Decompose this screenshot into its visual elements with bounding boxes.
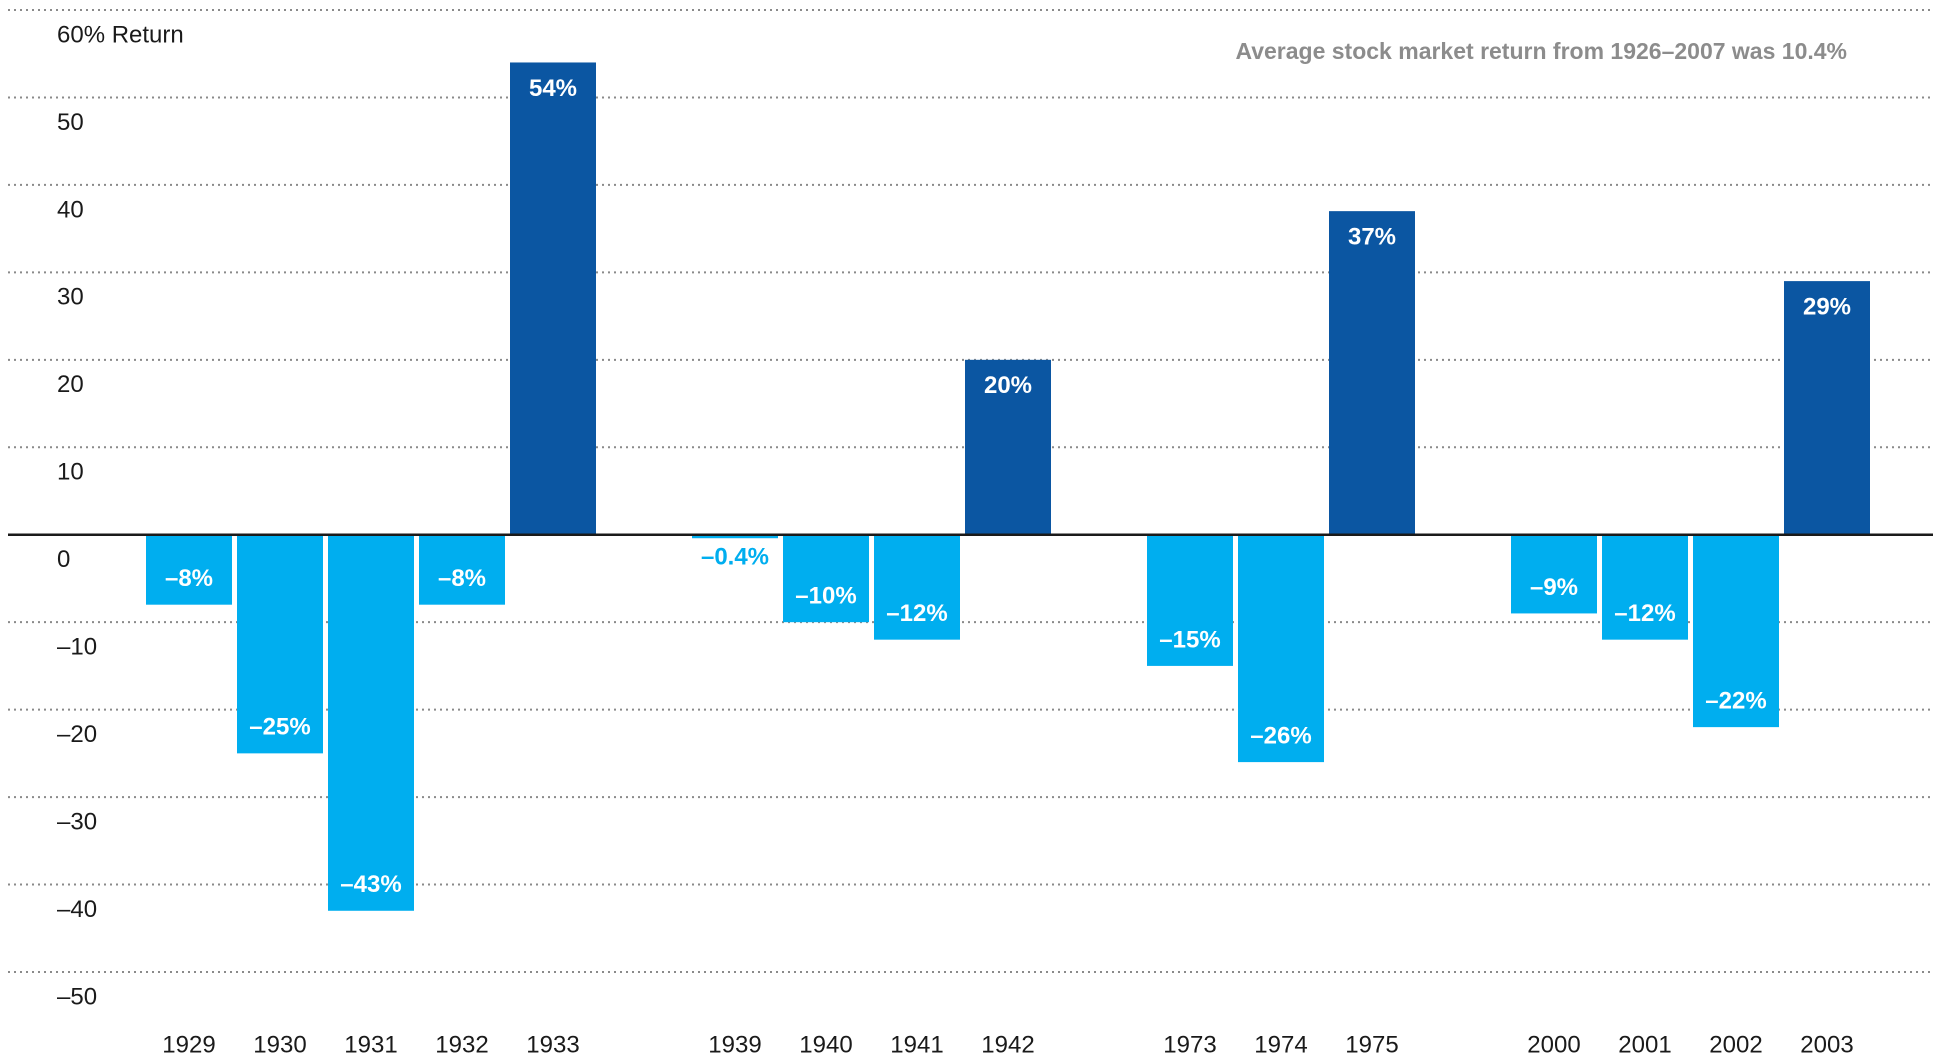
bar: [1147, 534, 1233, 666]
y-tick-label: 50: [57, 109, 84, 136]
x-tick-label: 1942: [981, 1031, 1034, 1058]
x-tick-label: 1940: [799, 1031, 852, 1058]
y-tick-label: –30: [57, 808, 97, 835]
y-tick-label: 60% Return: [57, 21, 184, 48]
value-label: –10%: [795, 583, 856, 610]
y-tick-label: 20: [57, 371, 84, 398]
x-tick-label: 1931: [344, 1031, 397, 1058]
bar: [1511, 534, 1597, 614]
bar: [1602, 534, 1688, 640]
y-tick-label: –50: [57, 983, 97, 1010]
value-label: –8%: [165, 565, 213, 592]
bar: [1238, 534, 1324, 763]
bar: [1693, 534, 1779, 728]
x-tick-label: 1932: [435, 1031, 488, 1058]
y-tick-label: 10: [57, 459, 84, 486]
x-tick-label: 1973: [1163, 1031, 1216, 1058]
x-tick-label: 1974: [1254, 1031, 1307, 1058]
value-label: –9%: [1530, 574, 1578, 601]
value-label: 54%: [529, 75, 577, 102]
bar: [146, 534, 232, 605]
x-tick-label: 2001: [1618, 1031, 1671, 1058]
bar: [419, 534, 505, 605]
value-label: –12%: [886, 600, 947, 627]
bar: [1329, 211, 1415, 535]
value-label: 29%: [1803, 293, 1851, 320]
y-tick-label: 30: [57, 284, 84, 311]
y-tick-label: –40: [57, 896, 97, 923]
x-tick-label: 1930: [253, 1031, 306, 1058]
value-label: –43%: [340, 871, 401, 898]
x-tick-label: 1933: [526, 1031, 579, 1058]
bar: [692, 534, 778, 539]
x-tick-label: 1939: [708, 1031, 761, 1058]
x-tick-label: 2000: [1527, 1031, 1580, 1058]
x-tick-label: 1929: [162, 1031, 215, 1058]
x-tick-label: 2002: [1709, 1031, 1762, 1058]
x-tick-label: 1975: [1345, 1031, 1398, 1058]
x-tick-label: 1941: [890, 1031, 943, 1058]
bar: [237, 534, 323, 754]
value-label: 37%: [1348, 223, 1396, 250]
y-tick-label: –10: [57, 634, 97, 661]
x-tick-label: 2003: [1800, 1031, 1853, 1058]
bar: [874, 534, 960, 640]
value-label: –12%: [1614, 600, 1675, 627]
bar: [1784, 281, 1870, 535]
value-label: –26%: [1250, 722, 1311, 749]
bar: [328, 534, 414, 911]
value-label: –8%: [438, 565, 486, 592]
y-tick-label: 0: [57, 546, 70, 573]
value-label: –0.4%: [701, 544, 769, 571]
value-label: –25%: [249, 714, 310, 741]
y-tick-label: –20: [57, 721, 97, 748]
value-label: 20%: [984, 372, 1032, 399]
y-tick-label: 40: [57, 196, 84, 223]
annotation: Average stock market return from 1926–20…: [1235, 38, 1847, 64]
value-label: –22%: [1705, 687, 1766, 714]
value-label: –15%: [1159, 626, 1220, 653]
bar: [965, 359, 1051, 535]
bar: [783, 534, 869, 623]
bar: [510, 62, 596, 535]
